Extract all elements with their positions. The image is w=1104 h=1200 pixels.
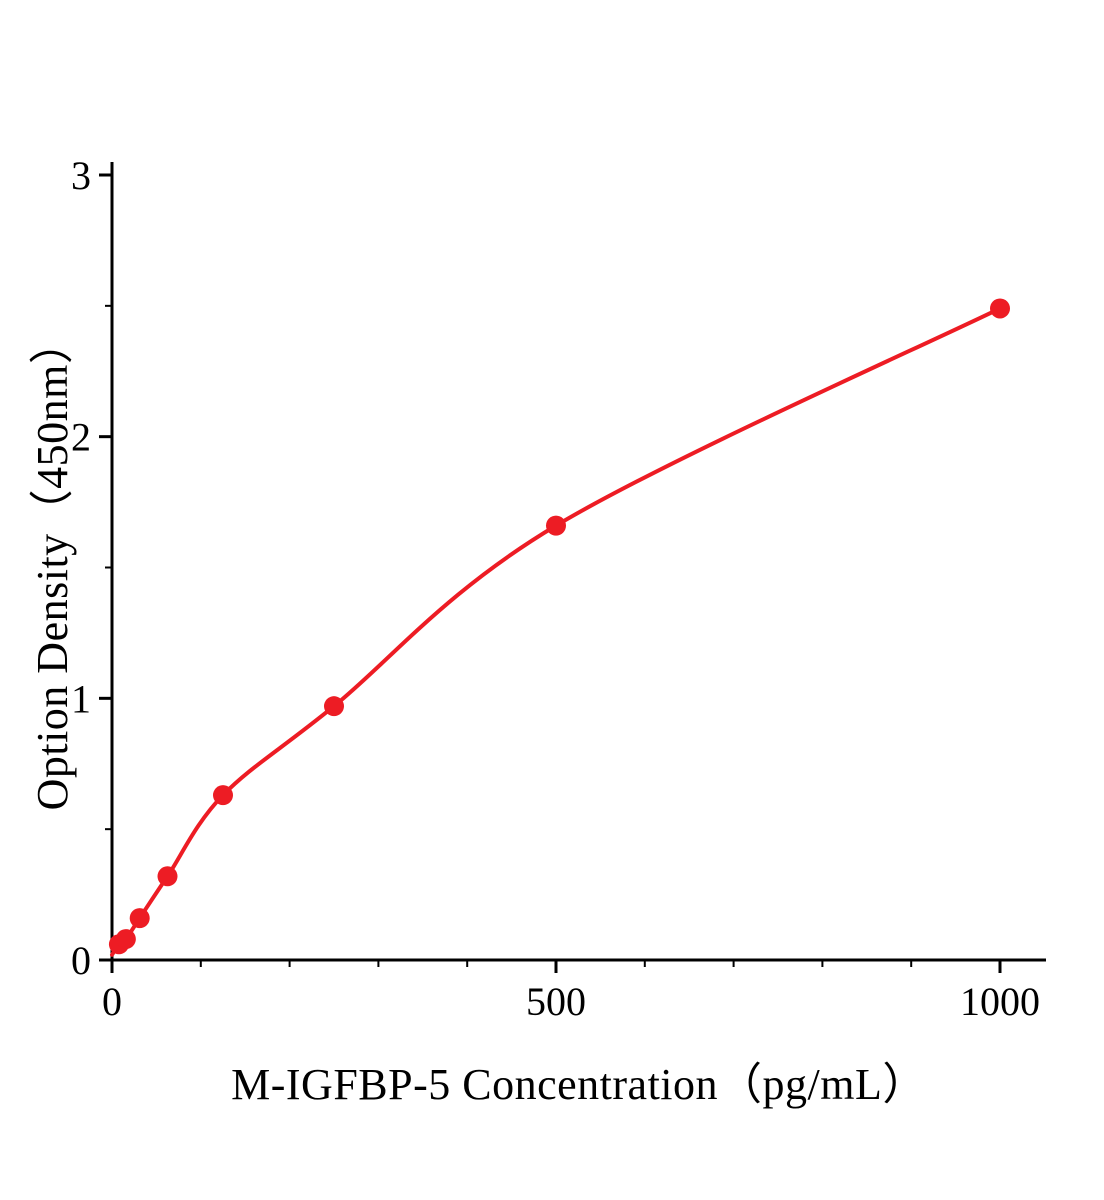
data-point-marker <box>115 929 136 950</box>
x-axis-label: M-IGFBP-5 Concentration（pg/mL） <box>231 1060 927 1109</box>
data-point-marker <box>546 515 566 536</box>
x-tick-label: 0 <box>102 979 122 1024</box>
y-tick-label: 0 <box>71 938 91 983</box>
y-tick-label: 1 <box>71 676 91 721</box>
y-axis-label: Option Density（450nm） <box>28 319 77 811</box>
x-tick-label: 1000 <box>960 979 1040 1024</box>
x-tick-label: 500 <box>526 979 586 1024</box>
data-point-marker <box>157 866 178 887</box>
y-tick-label: 2 <box>71 415 91 460</box>
data-point-marker <box>129 908 150 929</box>
data-point-marker <box>324 696 344 717</box>
y-tick-label: 3 <box>71 153 91 198</box>
data-point-marker <box>213 785 233 806</box>
standard-curve-line <box>110 306 1002 957</box>
data-point-marker <box>990 298 1010 319</box>
